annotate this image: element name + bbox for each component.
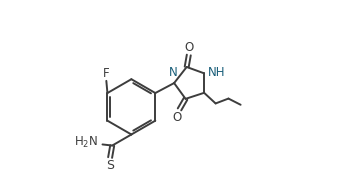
Text: N: N: [169, 66, 178, 79]
Text: O: O: [173, 111, 182, 124]
Text: O: O: [185, 41, 194, 54]
Text: S: S: [106, 159, 114, 172]
Text: NH: NH: [208, 66, 225, 79]
Text: F: F: [103, 67, 110, 80]
Text: H$_2$N: H$_2$N: [74, 135, 98, 150]
